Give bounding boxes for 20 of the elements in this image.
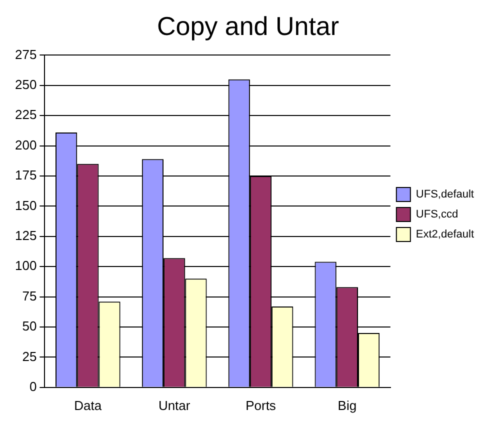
legend-label: Ext2,default bbox=[416, 228, 474, 241]
legend-label: UFS,ccd bbox=[416, 208, 458, 221]
y-tick-label: 25 bbox=[22, 348, 37, 364]
y-tick-label: 0 bbox=[29, 378, 37, 394]
y-tick-label: 200 bbox=[14, 137, 37, 152]
y-tick-label: 125 bbox=[14, 228, 37, 243]
y-tick-label: 175 bbox=[14, 168, 37, 183]
x-tick-label: Data bbox=[74, 398, 102, 413]
chart-title: Copy and Untar bbox=[156, 10, 340, 41]
y-tick-label: 275 bbox=[14, 46, 37, 62]
x-tick-label: Untar bbox=[158, 398, 191, 413]
y-tick-label: 250 bbox=[14, 76, 37, 92]
y-tick-label: 100 bbox=[14, 258, 37, 274]
x-tick-label: Big bbox=[338, 398, 357, 413]
y-tick-label: 225 bbox=[14, 107, 37, 122]
legend-label: UFS,default bbox=[416, 188, 474, 201]
y-tick-label: 75 bbox=[22, 288, 37, 304]
x-tick-label: Ports bbox=[246, 398, 276, 413]
y-tick-label: 50 bbox=[22, 318, 37, 334]
y-tick-label: 150 bbox=[14, 198, 37, 213]
